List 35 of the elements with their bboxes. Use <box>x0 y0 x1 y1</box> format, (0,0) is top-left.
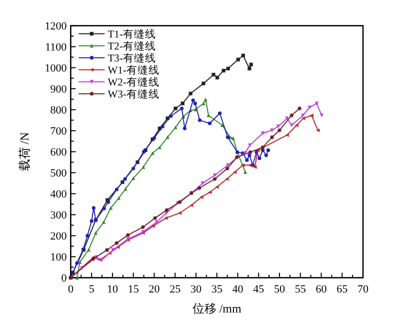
legend-label: T2-有缝线 <box>108 40 156 53</box>
y-tick-label: 600 <box>50 146 68 159</box>
x-tick-label: 45 <box>253 284 265 296</box>
y-tick-label: 700 <box>50 126 68 138</box>
x-tick-label: 40 <box>232 284 244 296</box>
x-tick-label: 50 <box>274 284 286 296</box>
x-tick-label: 5 <box>88 284 95 296</box>
x-tick-label: 15 <box>128 284 140 296</box>
x-tick-label: 70 <box>358 284 369 296</box>
y-tick-label: 900 <box>50 84 68 96</box>
legend-label: T1-有缝线 <box>108 28 156 41</box>
x-tick-label: 10 <box>106 284 118 296</box>
x-tick-label: 30 <box>190 284 202 296</box>
y-tick-label: 100 <box>50 252 68 264</box>
x-tick-label: 60 <box>316 284 328 296</box>
y-tick-label: 0 <box>61 272 68 285</box>
y-tick-label: 400 <box>50 188 68 201</box>
x-tick-label: 35 <box>211 284 223 296</box>
legend-label: W3-有缝线 <box>108 88 160 101</box>
x-tick-label: 20 <box>148 284 160 296</box>
x-tick-label: 55 <box>294 284 306 296</box>
y-tick-label: 200 <box>50 230 68 243</box>
y-tick-label: 1200 <box>44 20 68 33</box>
y-axis-title: 载荷 /N <box>18 132 32 172</box>
x-tick-label: 25 <box>170 284 182 296</box>
x-axis-title: 位移 /mm <box>192 302 242 316</box>
y-tick-label: 300 <box>50 210 68 222</box>
legend-label: W2-有缝线 <box>108 76 160 89</box>
legend-label: W1-有缝线 <box>108 64 160 77</box>
legend-label: T3-有缝线 <box>108 52 156 65</box>
x-tick-label: 65 <box>336 284 348 296</box>
y-tick-label: 500 <box>50 168 68 180</box>
y-tick-label: 1100 <box>45 42 68 54</box>
y-tick-label: 800 <box>50 104 68 117</box>
y-tick-label: 1000 <box>44 62 68 75</box>
